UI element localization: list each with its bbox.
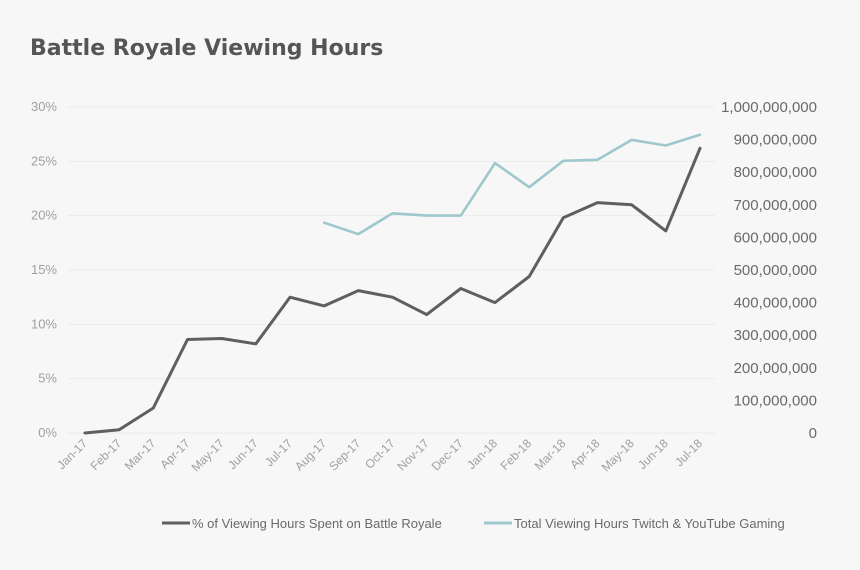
right-tick-label: 700,000,000 bbox=[734, 197, 817, 214]
left-tick-label: 0% bbox=[38, 425, 57, 440]
x-tick-label: Mar-18 bbox=[532, 436, 569, 473]
right-tick-label: 400,000,000 bbox=[734, 295, 817, 312]
left-tick-label: 25% bbox=[31, 153, 57, 168]
left-tick-label: 20% bbox=[31, 208, 57, 223]
x-tick-label: Jul-18 bbox=[672, 436, 705, 469]
x-tick-label: Apr-18 bbox=[567, 436, 603, 472]
right-tick-label: 0 bbox=[809, 425, 817, 442]
right-tick-label: 500,000,000 bbox=[734, 262, 817, 279]
x-tick-label: Aug-17 bbox=[292, 436, 329, 473]
x-tick-label: Nov-17 bbox=[395, 436, 432, 473]
x-tick-label: Jul-17 bbox=[262, 436, 295, 469]
x-tick-label: Feb-17 bbox=[87, 436, 124, 473]
legend-label-2: Total Viewing Hours Twitch & YouTube Gam… bbox=[514, 516, 785, 531]
left-tick-label: 30% bbox=[31, 99, 57, 114]
legend-label-1: % of Viewing Hours Spent on Battle Royal… bbox=[192, 516, 442, 531]
left-tick-label: 5% bbox=[38, 371, 57, 386]
grid-layer bbox=[68, 106, 715, 434]
x-tick-label: Jan-17 bbox=[54, 436, 90, 472]
x-tick-label: Dec-17 bbox=[429, 436, 466, 473]
x-tick-label: May-17 bbox=[189, 436, 227, 474]
x-tick-label: May-18 bbox=[599, 436, 637, 474]
right-tick-label: 900,000,000 bbox=[734, 132, 817, 149]
right-tick-label: 800,000,000 bbox=[734, 164, 817, 181]
series-layer bbox=[83, 133, 702, 435]
x-tick-label: Apr-17 bbox=[157, 436, 193, 472]
series-line-1 bbox=[83, 146, 702, 435]
right-tick-label: 200,000,000 bbox=[734, 360, 817, 377]
right-axis-ticks: 0 100,000,000 200,000,000 300,000,000 400,00… bbox=[721, 99, 817, 442]
left-tick-label: 15% bbox=[31, 262, 57, 277]
x-tick-label: Mar-17 bbox=[122, 436, 159, 473]
right-tick-label: 1,000,000,000 bbox=[721, 99, 817, 116]
legend: % of Viewing Hours Spent on Battle Royal… bbox=[162, 516, 785, 531]
chart-title: Battle Royale Viewing Hours bbox=[30, 36, 384, 61]
x-tick-label: Feb-18 bbox=[497, 436, 534, 473]
left-tick-label: 10% bbox=[31, 316, 57, 331]
right-tick-label: 600,000,000 bbox=[734, 229, 817, 246]
right-tick-label: 100,000,000 bbox=[734, 392, 817, 409]
x-tick-label: Jun-18 bbox=[635, 436, 671, 472]
series-line-2 bbox=[322, 133, 702, 236]
x-tick-label: Jan-18 bbox=[464, 436, 500, 472]
x-tick-label: Sep-17 bbox=[326, 436, 363, 473]
right-tick-label: 300,000,000 bbox=[734, 327, 817, 344]
left-axis-ticks: 0% 5% 10% 15% 20% 25% 30% bbox=[31, 99, 57, 440]
x-tick-label: Jun-17 bbox=[225, 436, 261, 472]
x-tick-label: Oct-17 bbox=[362, 436, 398, 472]
